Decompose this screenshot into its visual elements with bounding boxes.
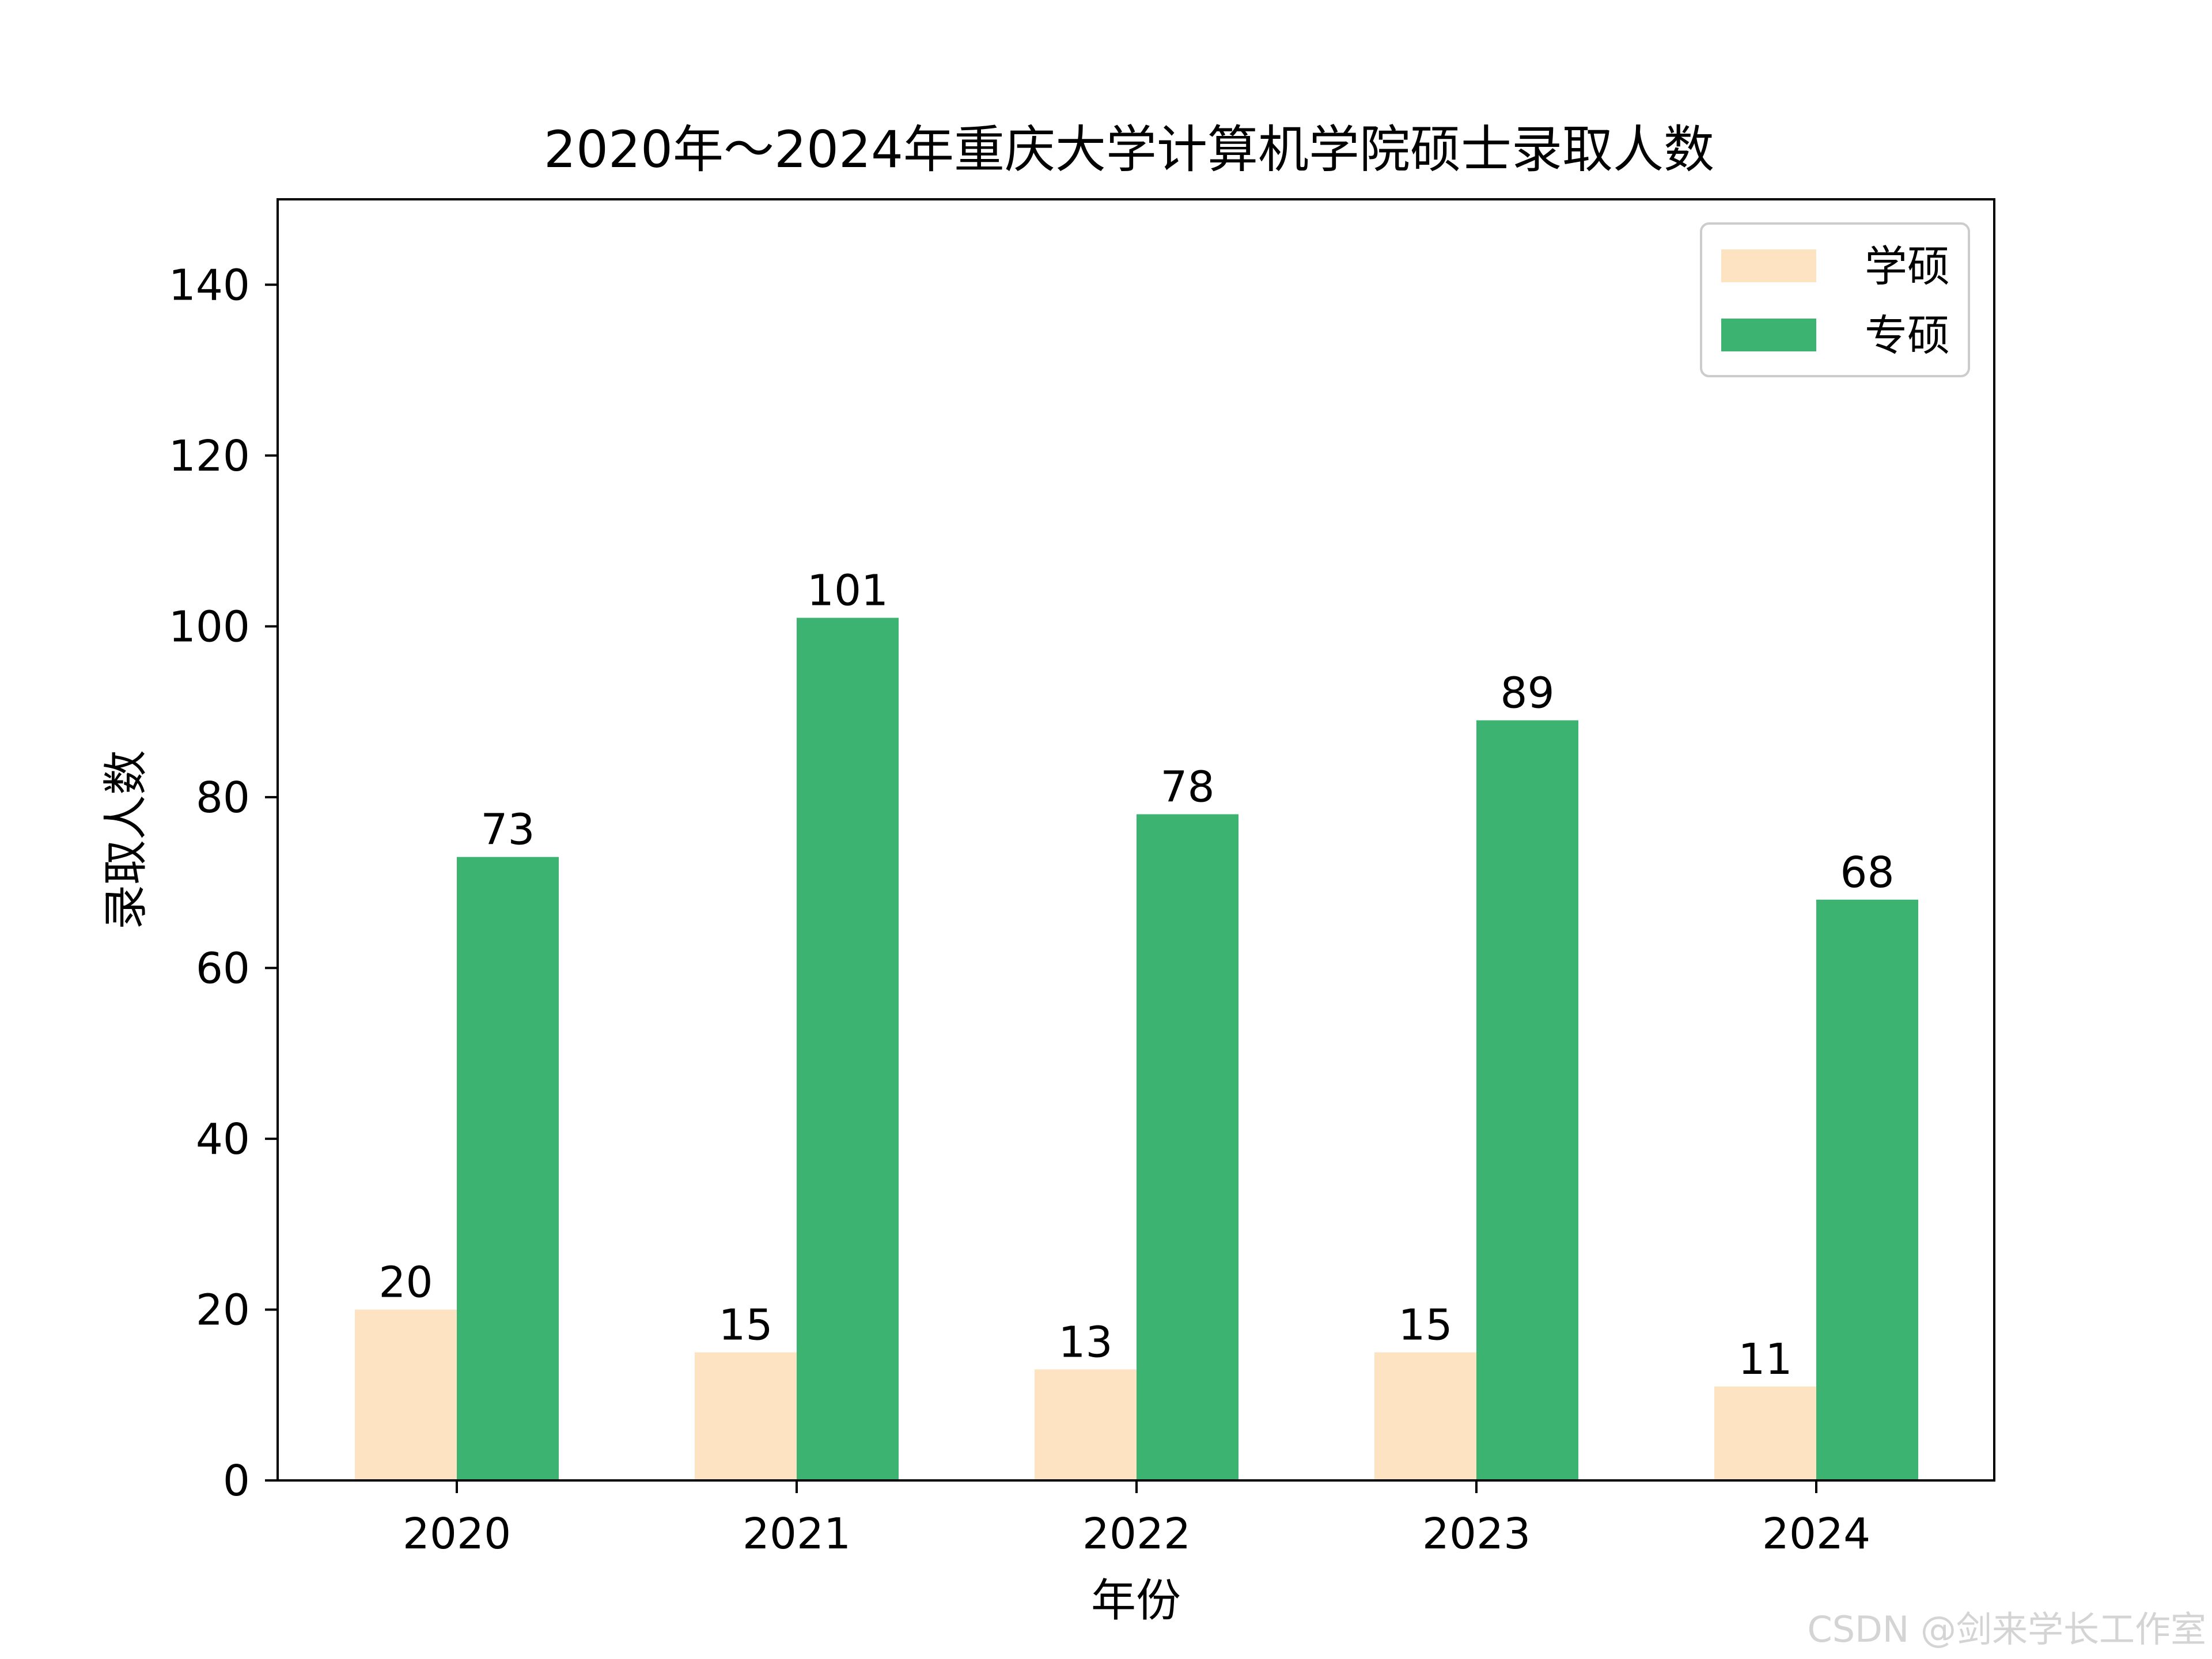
data-label-2021-series-1: 101: [807, 566, 888, 616]
x-axis-label: 年份: [1091, 1575, 1181, 1627]
legend: 学硕 专硕: [1700, 222, 1970, 377]
data-label-2021-series-0: 15: [718, 1301, 772, 1350]
bar-2022-series-0: [1035, 1369, 1137, 1480]
bar-2021-series-0: [695, 1352, 797, 1480]
y-tick-label: 120: [169, 431, 250, 481]
watermark: CSDN @剑来学长工作室: [1807, 1608, 2206, 1650]
data-label-2020-series-0: 20: [378, 1257, 433, 1307]
data-label-2023-series-1: 89: [1500, 668, 1554, 718]
bar-2024-series-0: [1714, 1386, 1816, 1480]
y-tick-label: 60: [196, 944, 250, 993]
data-label-2023-series-0: 15: [1398, 1301, 1452, 1350]
x-tick-label: 2023: [1422, 1509, 1531, 1559]
y-tick-label: 0: [223, 1456, 250, 1506]
x-axis: 2020 2021 2022 2023 2024: [403, 1480, 1870, 1559]
legend-swatch-xueshuo: [1721, 249, 1816, 282]
data-label-2022-series-0: 13: [1058, 1317, 1112, 1367]
y-tick-label: 80: [196, 773, 250, 823]
data-label-2020-series-1: 73: [480, 805, 535, 855]
legend-swatch-zhuanshuo: [1721, 319, 1816, 351]
data-label-2024-series-1: 68: [1840, 848, 1894, 897]
data-label-2022-series-1: 78: [1160, 763, 1214, 812]
x-tick-label: 2022: [1082, 1509, 1191, 1559]
data-label-2024-series-0: 11: [1738, 1335, 1792, 1384]
chart-title: 2020年～2024年重庆大学计算机学院硕士录取人数: [544, 120, 1714, 179]
x-tick-label: 2024: [1762, 1509, 1870, 1559]
bar-2023-series-0: [1374, 1352, 1476, 1480]
bar-2021-series-1: [797, 618, 899, 1480]
x-tick-label: 2020: [403, 1509, 511, 1559]
y-tick-label: 140: [169, 260, 250, 310]
bar-2024-series-1: [1816, 899, 1918, 1480]
legend-label-xueshuo: 学硕: [1865, 242, 1950, 291]
y-tick-label: 40: [196, 1115, 250, 1164]
bars-layer: [355, 618, 1918, 1480]
bar-2022-series-1: [1137, 814, 1238, 1480]
x-tick-label: 2021: [743, 1509, 851, 1559]
y-tick-label: 20: [196, 1285, 250, 1335]
y-axis-label: 录取人数: [100, 750, 152, 930]
bar-2020-series-1: [457, 857, 559, 1480]
y-axis: 0 20 40 60 80 100 120 140: [169, 260, 278, 1506]
legend-label-zhuanshuo: 专硕: [1865, 311, 1950, 361]
bar-2020-series-0: [355, 1309, 457, 1480]
y-tick-label: 100: [169, 602, 250, 652]
data-labels-layer: 20 15 13 15 11 73 101 78 89 68: [378, 566, 1894, 1384]
bar-2023-series-1: [1476, 720, 1578, 1480]
